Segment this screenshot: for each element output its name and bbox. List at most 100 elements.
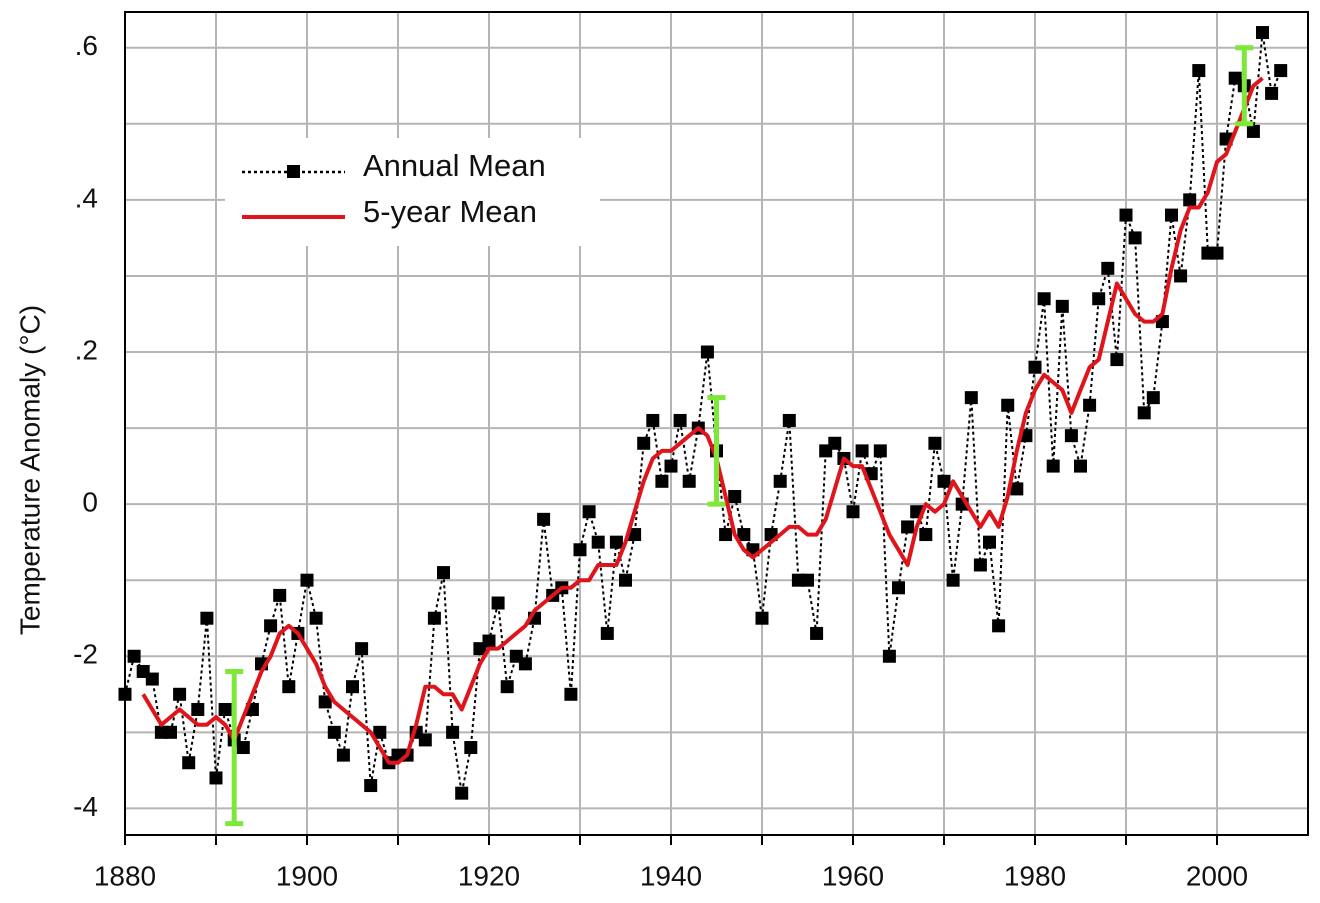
annual-mean-marker <box>973 558 987 572</box>
annual-mean-marker <box>127 649 141 663</box>
y-tick-label: -4 <box>73 791 98 822</box>
y-tick-label: .4 <box>75 182 98 213</box>
annual-mean-marker <box>828 436 842 450</box>
annual-mean-marker <box>1064 429 1078 443</box>
annual-mean-marker <box>1110 353 1124 367</box>
five-year-mean-line <box>141 76 1264 765</box>
annual-mean-marker <box>145 672 159 686</box>
legend-marker <box>287 165 300 178</box>
legend-label: Annual Mean <box>363 148 546 183</box>
x-tick-label: 1980 <box>1004 860 1066 891</box>
annual-mean-marker <box>500 680 514 694</box>
annual-mean-marker <box>437 566 450 580</box>
annual-mean-marker <box>1265 86 1279 100</box>
annual-mean-marker <box>564 687 578 701</box>
annual-mean-marker <box>1256 26 1269 40</box>
annual-mean-marker <box>928 436 942 450</box>
annual-mean-line <box>124 32 1282 794</box>
annual-mean-marker <box>455 786 469 800</box>
annual-mean-marker <box>673 413 687 427</box>
annual-mean-marker <box>209 771 223 785</box>
annual-mean-marker <box>937 474 951 488</box>
annual-mean-marker <box>582 505 596 519</box>
y-tick-label: -2 <box>73 639 98 670</box>
annual-mean-marker <box>1074 459 1087 473</box>
annual-mean-marker <box>364 779 378 793</box>
annual-mean-marker <box>855 444 869 458</box>
annual-mean-marker <box>682 474 696 488</box>
annual-mean-marker <box>264 619 278 633</box>
annual-mean-marker <box>1055 299 1069 313</box>
annual-mean-marker <box>1192 64 1206 78</box>
annual-mean-marker <box>427 611 441 625</box>
annual-mean-marker <box>919 528 933 542</box>
annual-mean-marker <box>482 634 496 648</box>
annual-mean-marker <box>600 626 614 640</box>
annual-mean-marker <box>591 535 605 549</box>
annual-mean-marker <box>1137 406 1151 420</box>
y-tick-label: .2 <box>75 334 98 365</box>
x-tick-label: 1920 <box>458 860 520 891</box>
annual-mean-marker <box>737 528 751 542</box>
annual-mean-marker <box>355 642 369 656</box>
annual-mean-marker <box>946 573 960 587</box>
annual-mean-marker <box>236 741 250 755</box>
annual-mean-marker <box>628 528 642 542</box>
annual-mean-marker <box>609 535 623 549</box>
annual-mean-marker <box>309 611 323 625</box>
annual-mean-marker <box>810 626 824 640</box>
annual-mean-marker <box>1083 398 1097 412</box>
annual-mean-marker <box>164 725 177 739</box>
annual-mean-marker <box>182 756 196 770</box>
annual-mean-marker <box>1274 64 1288 78</box>
annual-mean-marker <box>346 680 359 694</box>
annual-mean-marker <box>637 436 651 450</box>
annual-mean-marker <box>882 649 896 663</box>
annual-mean-marker <box>336 748 350 762</box>
annual-mean-marker <box>418 733 432 747</box>
annual-mean-marker <box>728 490 742 504</box>
y-axis-label: Temperature Anomaly (°C) <box>14 305 45 635</box>
annual-mean-marker <box>773 474 787 488</box>
y-tick-label: .6 <box>75 30 98 61</box>
annual-mean-marker <box>1037 292 1051 306</box>
annual-mean-marker <box>1119 208 1133 222</box>
annual-mean-marker <box>992 619 1006 633</box>
annual-mean-marker <box>1210 246 1224 260</box>
annual-mean-marker <box>1101 261 1115 275</box>
error-bar <box>707 395 726 507</box>
x-tick-label: 1900 <box>276 860 338 891</box>
annual-mean-marker <box>173 687 187 701</box>
annual-mean-marker <box>755 611 769 625</box>
annual-mean-marker <box>1128 231 1142 245</box>
annual-mean-marker <box>537 512 551 526</box>
y-tick-label: 0 <box>82 487 98 518</box>
annual-mean-marker <box>373 725 387 739</box>
annual-mean-marker <box>327 725 341 739</box>
annual-mean-marker <box>1010 482 1024 496</box>
error-bar <box>1235 45 1254 127</box>
annual-mean-marker <box>200 611 214 625</box>
annual-mean-marker <box>1146 391 1160 405</box>
annual-mean-marker <box>873 444 887 458</box>
annual-mean-marker <box>273 588 287 602</box>
annual-mean-marker <box>1246 124 1260 138</box>
annual-mean-marker <box>573 543 587 557</box>
x-tick-label: 1880 <box>94 860 156 891</box>
annual-mean-marker <box>1183 193 1197 207</box>
annual-mean-marker <box>318 695 332 709</box>
legend-box <box>225 138 600 246</box>
annual-mean-marker <box>1092 292 1106 306</box>
annual-mean-marker <box>846 505 860 519</box>
plot-frame <box>124 11 1309 836</box>
x-tick-label: 2000 <box>1186 860 1248 891</box>
legend: Annual Mean 5-year Mean <box>225 138 600 246</box>
annual-mean-marker <box>191 702 205 716</box>
annual-mean-marker <box>646 413 660 427</box>
annual-mean-marker <box>282 680 296 694</box>
annual-mean-marker <box>901 520 915 534</box>
annual-mean-marker <box>655 474 669 488</box>
annual-mean-marker <box>446 725 460 739</box>
annual-mean-marker <box>700 345 714 359</box>
x-tick-label: 1940 <box>640 860 702 891</box>
